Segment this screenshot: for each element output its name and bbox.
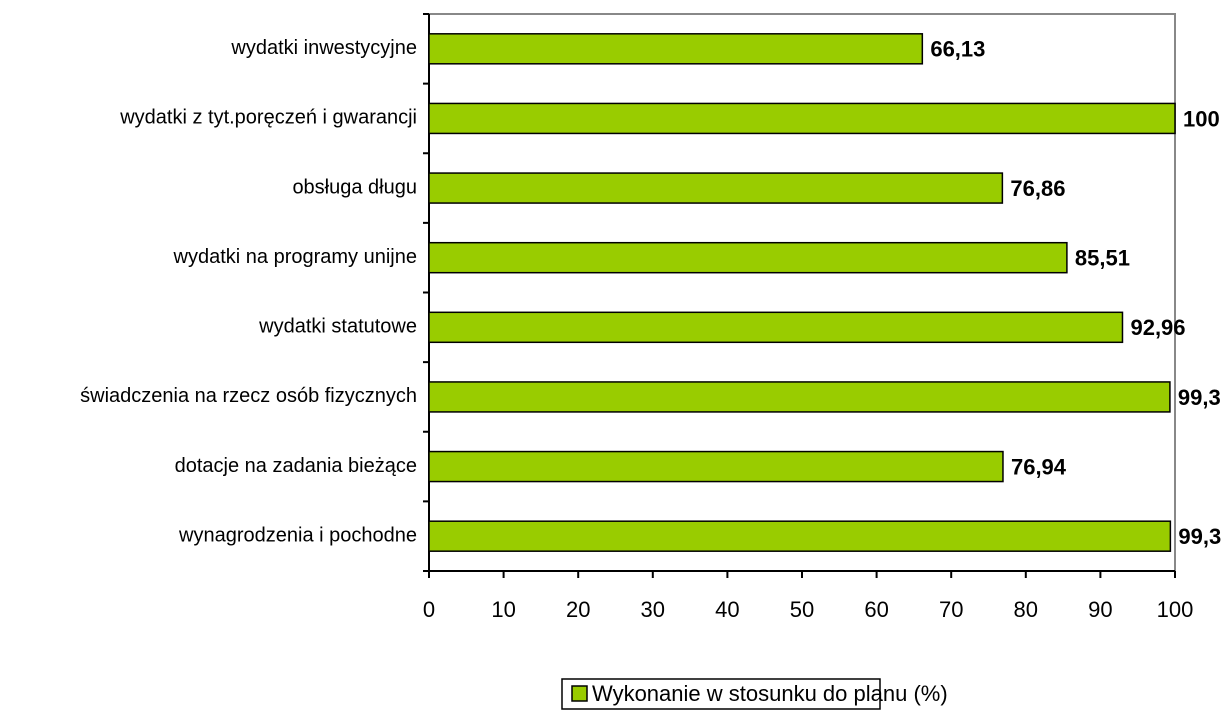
x-tick-label: 40 [715, 597, 739, 622]
x-tick-label: 50 [790, 597, 814, 622]
bar [428, 381, 1171, 413]
bar [428, 450, 1004, 483]
x-tick-label: 20 [566, 597, 590, 622]
bar [428, 102, 1176, 135]
value-label: 100 [1183, 106, 1220, 131]
y-tick-label: świadczenia na rzecz osób fizycznych [80, 385, 417, 407]
x-tick-label: 10 [491, 597, 515, 622]
value-label: 85,51 [1075, 246, 1130, 271]
x-tick-label: 0 [423, 597, 435, 622]
legend-box [561, 678, 881, 710]
x-tick-label: 80 [1014, 597, 1038, 622]
legend-swatch [571, 685, 588, 702]
bar [428, 241, 1068, 274]
x-tick-label: 100 [1157, 597, 1194, 622]
x-tick-label: 30 [641, 597, 665, 622]
bar [428, 172, 1004, 204]
value-label: 66,13 [930, 37, 985, 62]
value-label: 99,38 [1178, 524, 1221, 549]
value-label: 76,94 [1011, 454, 1067, 479]
value-label: 92,96 [1130, 315, 1185, 340]
y-tick-label: wydatki z tyt.poręczeń i gwarancji [119, 107, 417, 129]
value-label: 99,32 [1178, 385, 1221, 410]
bar [428, 520, 1172, 552]
bar [428, 311, 1124, 344]
x-tick-label: 60 [864, 597, 888, 622]
plot-frame [429, 13, 1176, 571]
bar [428, 33, 924, 65]
legend-label: Wykonanie w stosunku do planu (%) [592, 681, 948, 706]
y-tick-label: wydatki na programy unijne [173, 246, 417, 268]
y-tick-label: wynagrodzenia i pochodne [178, 524, 417, 546]
x-tick-label: 90 [1088, 597, 1112, 622]
y-tick-label: wydatki inwestycyjne [230, 37, 417, 59]
value-label: 76,86 [1010, 176, 1065, 201]
x-tick-label: 70 [939, 597, 963, 622]
y-tick-label: wydatki statutowe [258, 316, 417, 338]
y-tick-label: obsługa długu [292, 176, 417, 198]
y-tick-label: dotacje na zadania bieżące [175, 455, 417, 477]
